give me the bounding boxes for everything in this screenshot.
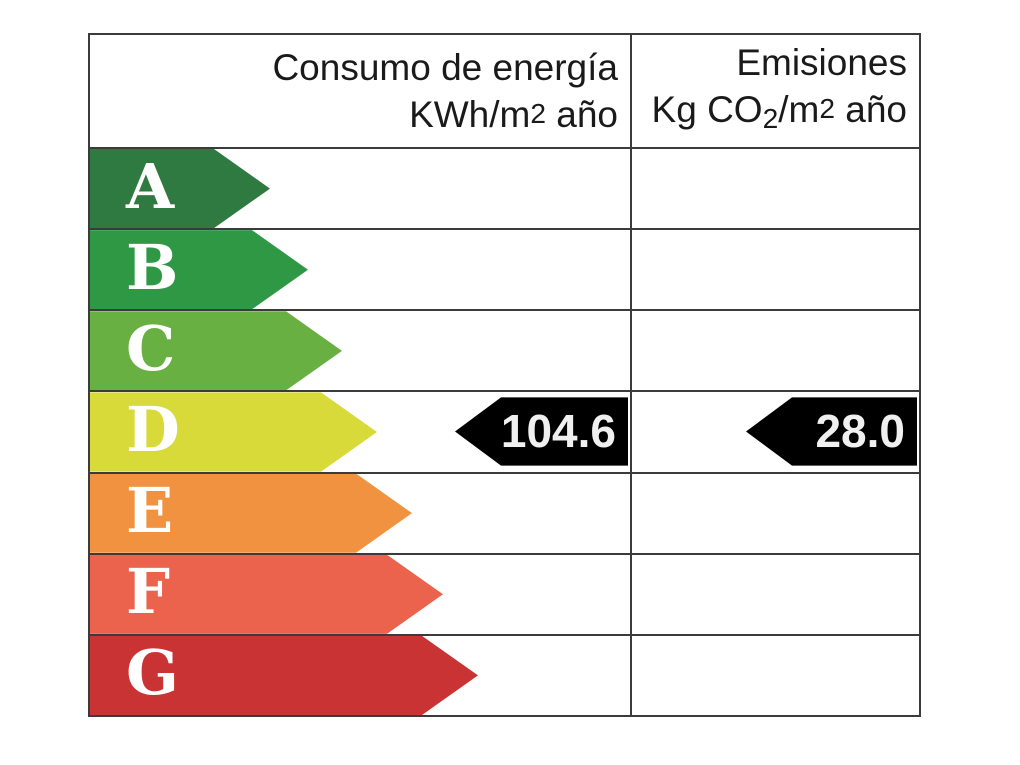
emissions-cell-d: 28.0: [630, 392, 919, 472]
consumption-cell-a: A: [90, 149, 630, 228]
rating-letter-a: A: [126, 149, 175, 223]
emissions-value: 28.0: [815, 405, 905, 458]
rating-letter-f: F: [126, 555, 171, 629]
rating-letter-b: B: [126, 230, 179, 304]
emissions-unit: Kg CO2/m2 año: [651, 88, 907, 135]
consumption-unit-exponent: 2: [530, 97, 546, 129]
header-consumption-cell: Consumo de energía KWh/m2 año: [90, 35, 630, 147]
emissions-value-arrow: 28.0: [746, 397, 917, 466]
rating-arrow-c: C: [90, 311, 342, 390]
consumption-value: 104.6: [500, 405, 616, 458]
consumption-cell-b: B: [90, 230, 630, 309]
emissions-unit-exponent: 2: [819, 92, 835, 124]
rating-row-f: F: [90, 554, 919, 636]
rating-arrow-d: D: [90, 392, 377, 471]
emissions-cell-e: [630, 473, 919, 553]
consumption-value-arrow: 104.6: [455, 397, 628, 466]
rating-letter-c: C: [126, 311, 176, 385]
rating-arrow-f: F: [90, 555, 443, 634]
rating-row-b: B: [90, 230, 919, 312]
consumption-cell-d: D 104.6: [90, 392, 630, 471]
consumption-cell-f: F: [90, 555, 630, 634]
rating-arrow-g: G: [90, 636, 478, 715]
consumption-cell-c: C: [90, 311, 630, 390]
rating-arrow-a: A: [90, 149, 270, 228]
emissions-title: Emisiones: [736, 41, 907, 83]
table-header-row: Consumo de energía KWh/m2 año Emisiones …: [90, 35, 919, 149]
rating-arrow-b: B: [90, 230, 308, 309]
consumption-unit: KWh/m2 año: [409, 93, 618, 135]
consumption-cell-e: E: [90, 474, 630, 553]
rating-row-c: C: [90, 311, 919, 393]
rating-letter-e: E: [126, 474, 174, 548]
rating-row-e: E: [90, 473, 919, 555]
emissions-cell-b: [630, 230, 919, 310]
emissions-unit-subscript: 2: [762, 103, 779, 135]
rating-arrow-e: E: [90, 474, 412, 553]
energy-label-table: Consumo de energía KWh/m2 año Emisiones …: [88, 33, 921, 717]
rating-row-a: A: [90, 149, 919, 231]
emissions-cell-f: [630, 554, 919, 634]
consumption-cell-g: G: [90, 636, 630, 715]
consumption-title: Consumo de energía: [272, 46, 618, 88]
emissions-cell-c: [630, 311, 919, 391]
emissions-cell-a: [630, 149, 919, 229]
rating-rows: A B C: [90, 149, 919, 715]
header-emissions-cell: Emisiones Kg CO2/m2 año: [630, 35, 919, 147]
rating-row-d: D 104.6 28.0: [90, 392, 919, 474]
rating-letter-d: D: [126, 392, 180, 466]
rating-letter-g: G: [126, 636, 179, 710]
emissions-cell-g: [630, 635, 919, 715]
rating-row-g: G: [90, 635, 919, 715]
